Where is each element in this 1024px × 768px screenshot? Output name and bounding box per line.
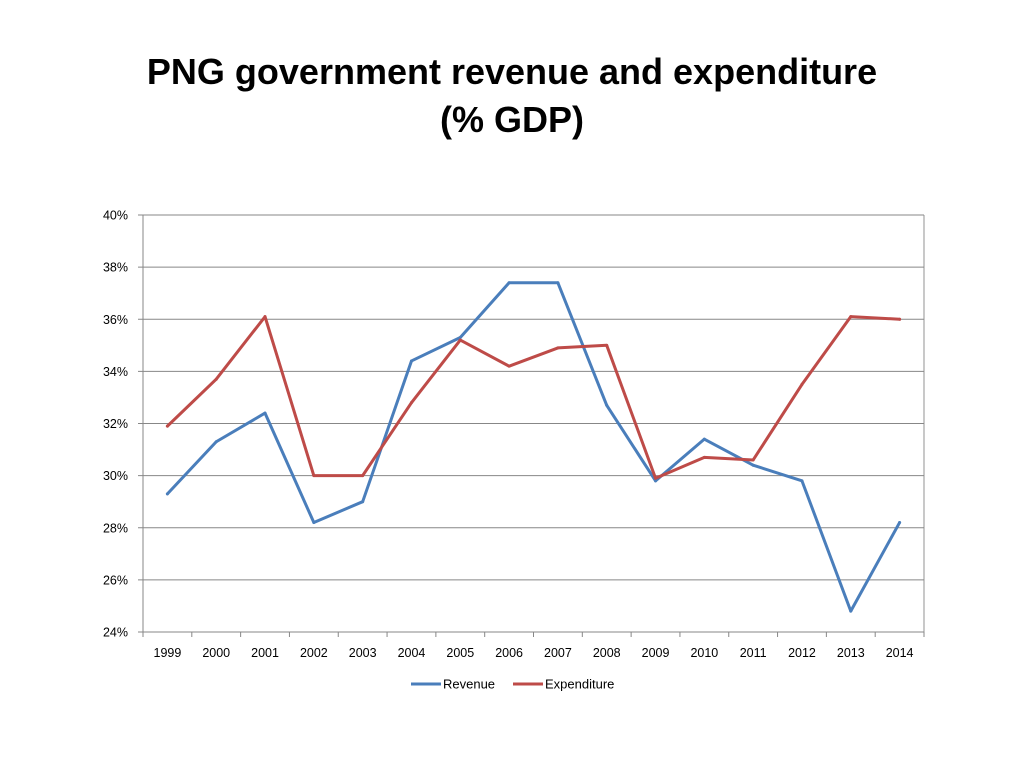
revenue-point xyxy=(214,440,218,444)
y-tick-label: 34% xyxy=(103,365,128,379)
expenditure-point xyxy=(507,364,511,368)
y-tick-label: 40% xyxy=(103,209,128,223)
x-tick-label: 2003 xyxy=(349,646,377,660)
revenue-point xyxy=(654,479,658,483)
expenditure-point xyxy=(898,317,902,321)
x-tick-label: 2011 xyxy=(740,646,767,660)
expenditure-point xyxy=(654,476,658,480)
revenue-point xyxy=(605,403,609,407)
revenue-point xyxy=(507,281,511,285)
expenditure-point xyxy=(165,424,169,428)
y-tick-label: 24% xyxy=(103,626,128,640)
y-tick-label: 32% xyxy=(103,417,128,431)
chart-title: PNG government revenue and expenditure (… xyxy=(0,48,1024,144)
revenue-point xyxy=(165,492,169,496)
revenue-point xyxy=(361,500,365,504)
expenditure-point xyxy=(409,401,413,405)
expenditure-point xyxy=(361,474,365,478)
x-tick-label: 2002 xyxy=(300,646,328,660)
y-tick-label: 38% xyxy=(103,261,128,275)
x-tick-label: 2006 xyxy=(495,646,523,660)
x-tick-label: 2012 xyxy=(788,646,816,660)
series-lines xyxy=(165,281,902,613)
revenue-point xyxy=(409,359,413,363)
revenue-point xyxy=(458,335,462,339)
axes: 24% 26% 28% 30% 32% 34% 36% 38% 40% 1999 2000 2001 2… xyxy=(103,209,925,660)
revenue-point xyxy=(263,411,267,415)
x-tick-label: 2008 xyxy=(593,646,621,660)
x-tick-label: 1999 xyxy=(154,646,182,660)
x-tick-label: 2007 xyxy=(544,646,572,660)
expenditure-point xyxy=(458,338,462,342)
revenue-point xyxy=(556,281,560,285)
x-tick-label: 2014 xyxy=(886,646,914,660)
legend-label-expenditure: Expenditure xyxy=(545,677,614,692)
y-tick-label: 36% xyxy=(103,313,128,327)
expenditure-point xyxy=(214,377,218,381)
x-tick-label: 2000 xyxy=(202,646,230,660)
expenditure-point xyxy=(605,343,609,347)
expenditure-point xyxy=(312,474,316,478)
revenue-line xyxy=(165,281,902,613)
chart-title-line-2: (% GDP) xyxy=(440,99,584,140)
legend: Revenue Expenditure xyxy=(411,677,614,692)
chart-title-line-1: PNG government revenue and expenditure xyxy=(146,51,878,92)
expenditure-point xyxy=(556,346,560,350)
x-tick-label: 2001 xyxy=(251,646,279,660)
revenue-point xyxy=(751,463,755,467)
revenue-point xyxy=(849,609,853,613)
y-tick-label: 26% xyxy=(103,573,128,587)
revenue-point xyxy=(312,521,316,525)
x-tick-label: 2004 xyxy=(398,646,426,660)
revenue-point xyxy=(702,437,706,441)
expenditure-point xyxy=(263,315,267,319)
expenditure-line xyxy=(165,315,902,480)
expenditure-point xyxy=(702,455,706,459)
expenditure-point xyxy=(849,315,853,319)
gridlines xyxy=(143,214,925,632)
y-tick-label: 28% xyxy=(103,521,128,535)
x-tick-label: 2010 xyxy=(690,646,718,660)
x-tick-label: 2009 xyxy=(642,646,670,660)
expenditure-point xyxy=(751,458,755,462)
y-tick-label: 30% xyxy=(103,469,128,483)
x-tick-label: 2013 xyxy=(837,646,865,660)
revenue-point xyxy=(898,521,902,525)
expenditure-point xyxy=(800,382,804,386)
x-tick-label: 2005 xyxy=(446,646,474,660)
legend-label-revenue: Revenue xyxy=(443,677,495,692)
revenue-point xyxy=(800,479,804,483)
